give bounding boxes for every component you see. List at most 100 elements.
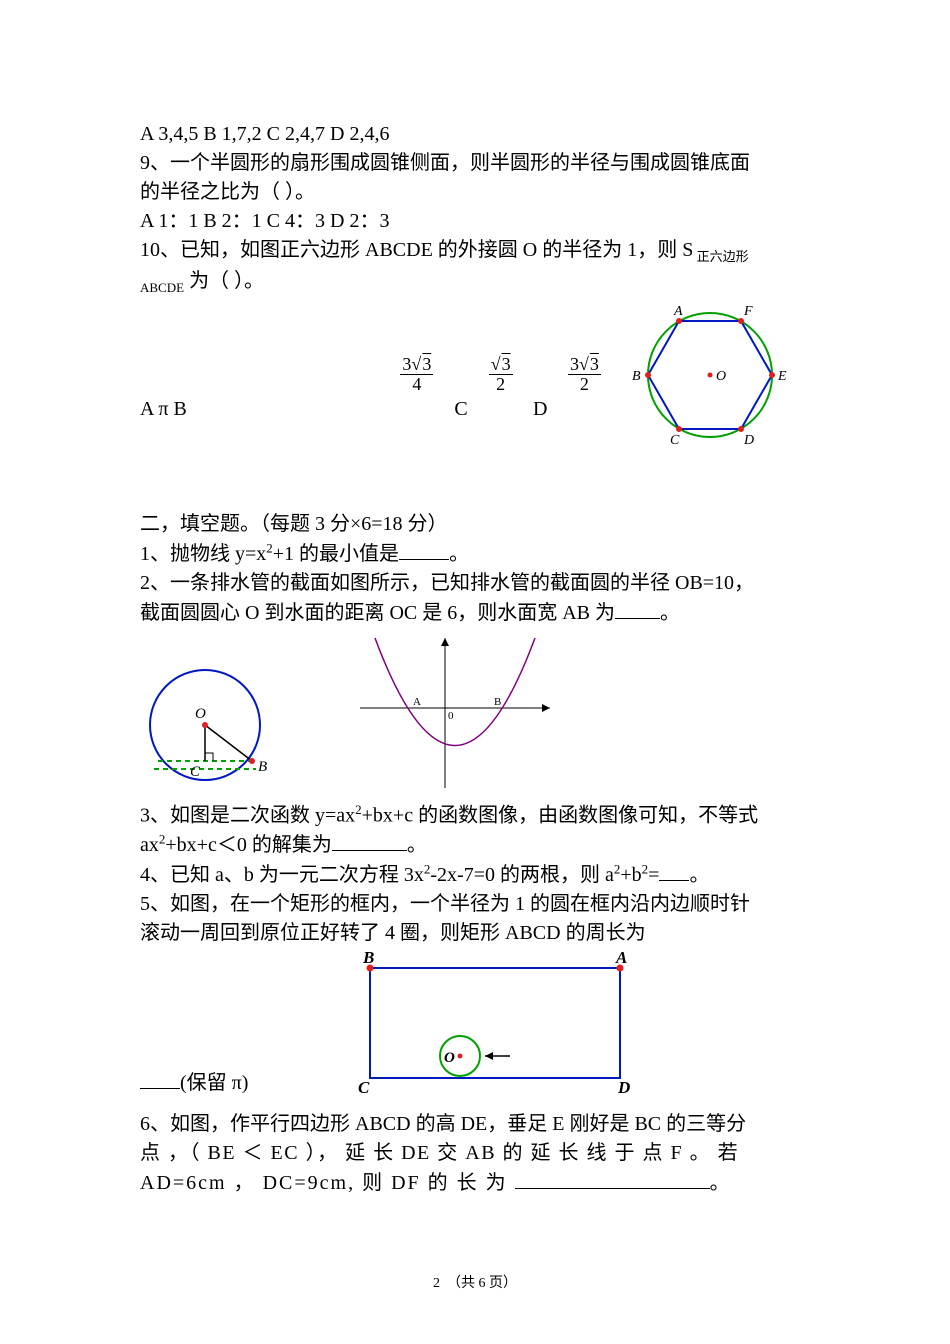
fq5-lblO: O [444,1050,455,1066]
q10-hexagon-figure: A F E D C B O [610,300,810,450]
fq2-lbl-C: C [190,764,201,780]
q10-opt-a-b: A π B [140,325,391,424]
fq5-inner-center [458,1054,463,1059]
fq4-blank [659,860,689,881]
page-footer: 2 （共 6 页） [0,1274,950,1294]
par-xarrow [542,704,550,712]
footer-total: （共 6 页） [447,1276,517,1291]
hex-lblB: B [632,369,641,384]
fq4-c: +b [620,864,641,886]
hexagon-svg: A F E D C B O [610,300,810,450]
fq2-pt-O [202,722,208,728]
fq3-l1b: +bx+c 的函数图像，由函数图像可知，不等式 [362,804,758,826]
hex-lblA: A [673,304,683,319]
fq1-blank [399,539,449,560]
fq3-line1: 3、如图是二次函数 y=ax2+bx+c 的函数图像，由函数图像可知，不等式 [140,801,810,831]
hex-lblF: F [743,304,753,319]
q9-stem-line1: 9、一个半圆形的扇形围成圆锥侧面，则半圆形的半径与围成圆锥底面 [140,149,810,178]
fq5-lblA: A [615,948,627,967]
q10-opt-d: D [522,325,559,424]
q10-frac-2: √32 [480,355,522,394]
q10-subscript: 正六边形 [693,249,748,264]
hex-vD [738,426,744,432]
hex-lblO: O [716,369,726,384]
fq2-line1: 2、一条排水管的截面如图所示，已知排水管的截面圆的半径 OB=10， [140,569,810,598]
fq5-arrow-head [485,1052,493,1060]
hex-lblE: E [777,369,787,384]
fq4-b: -2x-7=0 的两根，则 a [430,864,613,886]
fq3-line2: ax2+bx+c＜0 的解集为。 [140,830,810,860]
fq5-lblD: D [617,1078,630,1097]
fq3-period: 。 [407,834,427,856]
q9-choices: A 1：1 B 2：1 C 4：3 D 2：3 [140,207,810,236]
fq6-l3a: AD=6cm ， DC=9cm, 则 DF 的 长 为 [140,1172,515,1194]
fq3-l2a: ax [140,834,159,856]
fq4-d: = [648,864,659,886]
fq5-rect [370,968,620,1078]
fq4-period: 。 [689,864,709,886]
fq1-b: +1 的最小值是 [273,543,399,565]
fq5-lblC: C [358,1078,370,1097]
fq2-blank [615,598,660,619]
fq6-line2: 点 ，（ BE ＜ EC ）， 延 长 DE 交 AB 的 延 长 线 于 点 … [140,1139,810,1168]
fq5-line1: 5、如图，在一个矩形的框内，一个半径为 1 的圆在框内沿内边顺时针 [140,890,810,919]
fq2-circle-svg: O B C [140,663,280,793]
fq5-figure-row: (保留 π) B A C D O [140,948,810,1098]
par-lbl-A: A [413,696,421,708]
q10-stem-line2: ABCDE 为（ ）。 [140,267,810,298]
par-curve [375,638,535,746]
hex-center [708,372,713,377]
hex-lblC: C [670,433,680,448]
fq3-l2b: +bx+c＜0 的解集为 [165,834,331,856]
q10-stem-text: 10、已知，如图正六边形 ABCDE 的外接圆 O 的半径为 1，则 S [140,239,693,261]
fq3-blank [332,830,407,851]
fq1-period: 。 [449,543,469,565]
fq2-figures: O B C A B 0 [140,633,810,793]
hex-vB [645,372,651,378]
fq2-lbl-B: B [258,759,267,775]
fq2-right-angle [205,753,213,761]
q10-stem-line1: 10、已知，如图正六边形 ABCDE 的外接圆 O 的半径为 1，则 S 正六边… [140,236,810,267]
q10-options-row: A π B 3√34 C √32 D 3√32 A [140,300,810,450]
fq2-pt-B [249,758,255,764]
fq4-a: 4、已知 a、b 为一元二次方程 3x [140,864,424,886]
fq6-blank [515,1168,710,1189]
parabola-svg: A B 0 [340,633,570,793]
q10-stem2: 为（ ）。 [189,270,264,292]
fq3-l1a: 3、如图是二次函数 y=ax [140,804,355,826]
fq1-a: 1、抛物线 y=x [140,543,266,565]
q9-stem-line2: 的半径之比为（ ）。 [140,178,810,207]
section2-heading: 二，填空题。（每题 3 分×6=18 分） [140,510,810,539]
footer-page-no: 2 [433,1276,440,1291]
fq3-parabola-figure: A B 0 [340,633,570,793]
hex-vE [769,372,775,378]
par-yarrow [441,638,449,646]
fq5-rect-figure: B A C D O [340,948,640,1098]
par-lbl-B: B [494,696,501,708]
fq5-rect-svg: B A C D O [340,948,640,1098]
fq4: 4、已知 a、b 为一元二次方程 3x2-2x-7=0 的两根，则 a2+b2=… [140,860,810,890]
q10-opt-ab-text: A π B [140,398,187,420]
fq2-period: 。 [660,602,680,624]
fq2-circle-figure: O B C [140,663,280,793]
fq6-line1: 6、如图，作平行四边形 ABCD 的高 DE，垂足 E 刚好是 BC 的三等分 [140,1110,810,1139]
fq5-lblB: B [362,948,374,967]
fq5-line2: 滚动一周回到原位正好转了 4 圈，则矩形 ABCD 的周长为 [140,919,810,948]
par-lbl-0: 0 [448,710,454,722]
page: A 3,4,5 B 1,7,2 C 2,4,7 D 2,4,6 9、一个半圆形的… [0,0,950,1344]
fq2-lbl-O: O [195,706,206,722]
fq5-tail-text: (保留 π) [180,1072,248,1094]
q10-frac-3: 3√32 [559,355,610,394]
fq2-OB [205,725,252,761]
fq2-line2a: 截面圆圆心 O 到水面的距离 OC 是 6，则水面宽 AB 为 [140,602,615,624]
fq1: 1、抛物线 y=x2+1 的最小值是。 [140,539,810,569]
hex-vC [676,426,682,432]
q10-frac-1: 3√34 [391,355,442,394]
hex-lblD: D [743,433,754,448]
q8-choices: A 3,4,5 B 1,7,2 C 2,4,7 D 2,4,6 [140,120,810,149]
fq6-period: 。 [710,1172,730,1194]
fq6-line3: AD=6cm ， DC=9cm, 则 DF 的 长 为 。 [140,1168,810,1198]
q10-opt-c: C [442,325,479,424]
fq2-line2: 截面圆圆心 O 到水面的距离 OC 是 6，则水面宽 AB 为 。 [140,598,810,628]
fq5-blank [140,1068,180,1089]
